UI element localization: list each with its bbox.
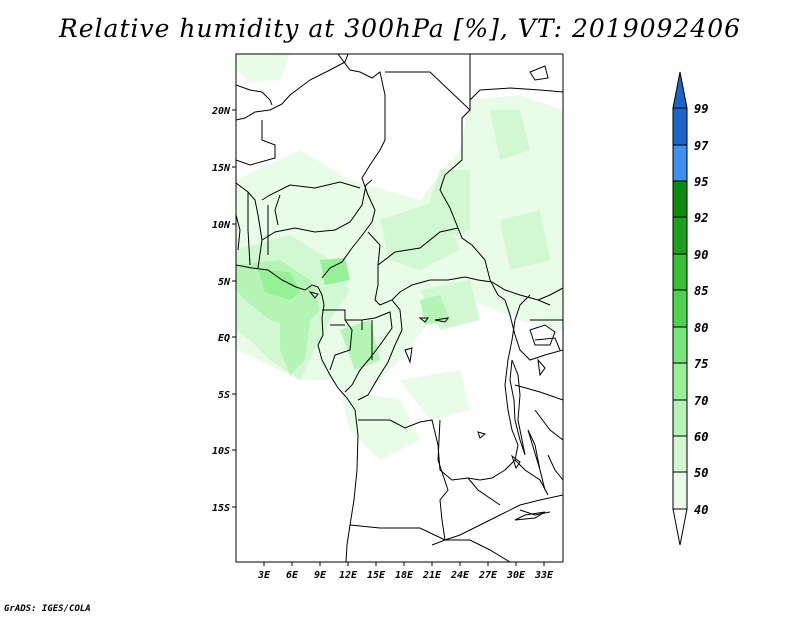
lat-ticks [232, 109, 236, 508]
lon-label: 12E [339, 570, 358, 581]
lon-label: 30E [506, 570, 526, 581]
colorbar-segment [672, 180, 688, 218]
colorbar [672, 71, 688, 546]
lon-label: 27E [478, 570, 498, 581]
lon-label: 3E [257, 570, 271, 581]
lon-label: 6E [286, 570, 299, 581]
colorbar-segment [672, 107, 688, 146]
colorbar-label: 90 [694, 248, 708, 262]
lat-label: 10S [212, 446, 230, 457]
colorbar-segment [672, 471, 688, 510]
colorbar-label: 99 [694, 102, 708, 116]
map-frame [235, 53, 564, 563]
colorbar-segment [672, 399, 688, 437]
colorbar-segment [672, 362, 688, 401]
lon-label: 24E [450, 570, 470, 581]
colorbar-label: 85 [694, 284, 708, 298]
lat-label: 10N [212, 220, 231, 231]
country-borders [236, 54, 563, 562]
colorbar-segment [672, 216, 688, 255]
colorbar-segment [672, 289, 688, 328]
lon-label: 18E [395, 570, 414, 581]
lon-ticks [263, 562, 545, 566]
colorbar-label: 50 [694, 466, 708, 480]
colorbar-label: 75 [694, 357, 708, 371]
colorbar-label: 70 [694, 394, 708, 408]
colorbar-segment [672, 435, 688, 473]
lat-label: EQ [218, 333, 230, 344]
colorbar-label: 95 [694, 175, 708, 189]
lat-label: 20N [211, 106, 231, 117]
lat-label: 5N [218, 277, 231, 288]
lat-label: 15N [212, 163, 231, 174]
colorbar-segment [672, 144, 688, 182]
colorbar-label: 97 [694, 139, 709, 153]
credit-text: GrADS: IGES/COLA [4, 604, 91, 614]
lon-label: 33E [534, 570, 554, 581]
colorbar-label: 92 [694, 211, 708, 225]
colorbar-segment [672, 326, 688, 364]
colorbar-label: 40 [694, 503, 708, 517]
colorbar-top-arrow [672, 71, 688, 109]
colorbar-label: 60 [694, 430, 708, 444]
lat-label: 15S [212, 503, 230, 514]
colorbar-label: 80 [694, 321, 708, 335]
map-title: Relative humidity at 300hPa [%], VT: 201… [58, 14, 742, 43]
lon-label: 9E [314, 570, 327, 581]
lakes [308, 65, 556, 521]
colorbar-bottom-arrow [672, 508, 688, 546]
humidity-shading [236, 54, 563, 460]
colorbar-segment [672, 253, 688, 291]
lon-label: 21E [422, 570, 442, 581]
lat-label: 5S [218, 390, 230, 401]
lon-label: 15E [367, 570, 386, 581]
